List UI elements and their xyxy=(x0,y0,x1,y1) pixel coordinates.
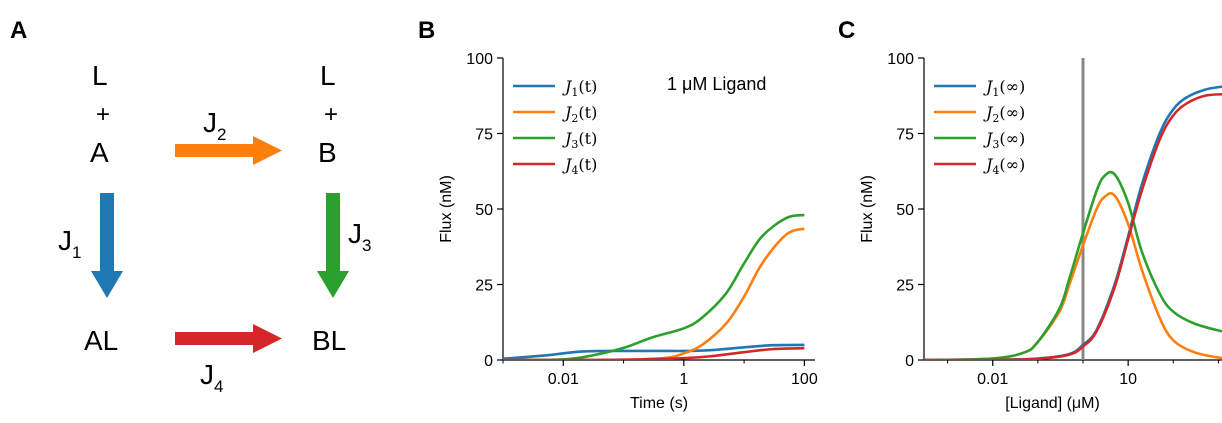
y-tick-label: 75 xyxy=(475,127,493,144)
x-axis-label: [Ligand] (μM) xyxy=(1005,395,1100,412)
legend-label: J3(t) xyxy=(562,129,597,151)
chart-panel-c: 0 25 50 75 100 0.01 10 [Ligand] (μM) Flux (nM) J1… xyxy=(859,51,1222,412)
flux-label-j1: J1 xyxy=(58,225,81,262)
y-tick-label: 50 xyxy=(475,202,493,219)
y-tick-label: 50 xyxy=(896,202,914,219)
chart-annotation: 1 μM Ligand xyxy=(667,74,766,94)
ligand-label-right: L xyxy=(320,60,336,91)
legend-label: J2(∞) xyxy=(983,103,1025,125)
series-line-j4 xyxy=(924,92,1222,360)
y-tick-label: 25 xyxy=(896,278,914,295)
ligand-label-left: L xyxy=(92,60,108,91)
y-axis-label: Flux (nM) xyxy=(859,175,876,243)
reaction-scheme: L + A L + B AL BL J2 J1 J3 xyxy=(58,60,371,396)
y-tick-label: 25 xyxy=(475,278,493,295)
x-tick-label: 0.01 xyxy=(977,371,1008,388)
flux-label-j3: J3 xyxy=(348,218,371,255)
y-tick-label: 100 xyxy=(466,51,493,68)
species-a-label: A xyxy=(90,137,109,168)
chart-panel-b: 0 25 50 75 100 0.01 1 100 Time (s) Flux (nM) J1(t)… xyxy=(438,51,818,412)
plus-sign-left: + xyxy=(96,101,110,128)
flux-arrow-j1 xyxy=(91,193,123,298)
complex-bl-label: BL xyxy=(312,325,346,356)
y-tick-label: 0 xyxy=(484,353,493,370)
species-b-label: B xyxy=(318,137,337,168)
series-line-j2 xyxy=(503,227,805,360)
flux-arrow-j2 xyxy=(175,136,282,165)
panel-label-c: C xyxy=(838,17,855,44)
flux-arrow-j4 xyxy=(175,324,282,353)
x-axis-label: Time (s) xyxy=(630,395,688,412)
x-tick-label: 1 xyxy=(679,371,688,388)
series-line-j2 xyxy=(924,192,1222,360)
series-line-j3 xyxy=(924,170,1222,360)
series-line-j1 xyxy=(503,343,805,360)
legend-label: J1(∞) xyxy=(983,77,1025,99)
legend-label: J2(t) xyxy=(562,103,597,125)
flux-label-j4: J4 xyxy=(200,359,223,396)
legend-label: J1(t) xyxy=(562,77,597,99)
complex-al-label: AL xyxy=(84,325,118,356)
y-tick-label: 100 xyxy=(887,51,914,68)
y-tick-label: 75 xyxy=(896,127,914,144)
legend-label: J3(∞) xyxy=(983,129,1025,151)
flux-arrow-j3 xyxy=(317,193,349,298)
panel-label-b: B xyxy=(418,17,435,44)
series-line-j4 xyxy=(503,346,805,360)
series-line-j1 xyxy=(924,85,1222,360)
legend-label: J4(t) xyxy=(562,155,597,177)
plus-sign-right: + xyxy=(324,101,338,128)
x-tick-label: 10 xyxy=(1119,371,1137,388)
x-tick-label: 0.01 xyxy=(548,371,579,388)
panel-label-a: A xyxy=(10,17,27,44)
y-axis-label: Flux (nM) xyxy=(438,175,455,243)
series-line-j3 xyxy=(503,213,805,360)
legend-label: J4(∞) xyxy=(983,155,1025,177)
x-tick-label: 100 xyxy=(791,371,818,388)
y-tick-label: 0 xyxy=(905,353,914,370)
flux-label-j2: J2 xyxy=(203,107,226,144)
